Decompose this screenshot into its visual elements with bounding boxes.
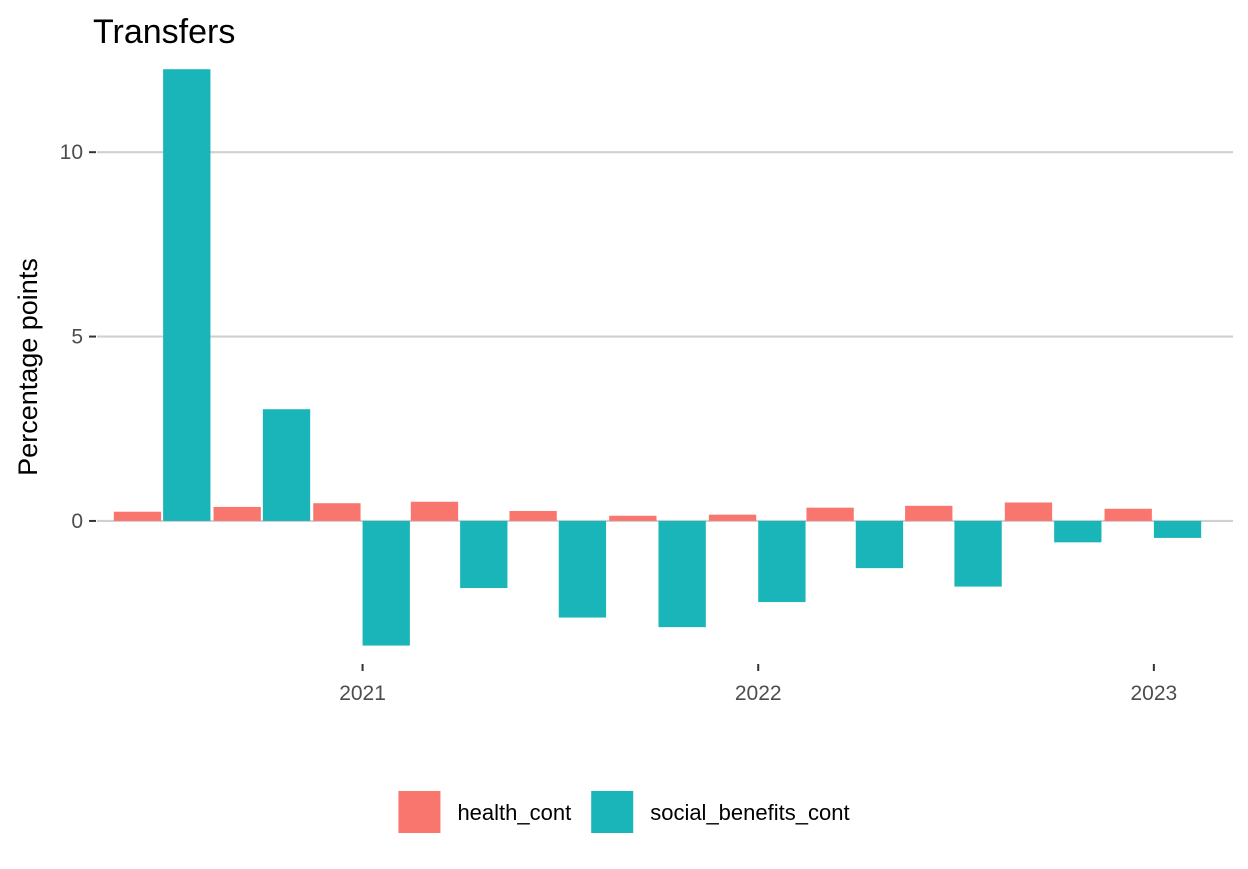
legend-swatch-social_benefits_cont [591,791,634,833]
bar-social_benefits_cont [262,409,311,521]
x-tick-label: 2021 [339,682,386,705]
axis-layer: 0 5 10 2021 2022 2023 [60,141,1178,705]
bar-social_benefits_cont [855,520,904,569]
bar-health_cont [410,501,459,521]
bar-health_cont [905,505,953,521]
bar-health_cont [1004,502,1053,521]
bar-health_cont [708,514,757,521]
legend-swatch-health_cont [398,791,441,833]
bar-health_cont [1104,508,1152,521]
bar-social_benefits_cont [558,520,607,618]
x-tick-label: 2023 [1131,682,1178,705]
bar-social_benefits_cont [758,520,806,603]
y-tick-label: 5 [71,326,83,349]
y-tick-label: 0 [71,510,83,533]
bar-social_benefits_cont [1054,520,1102,543]
bar-health_cont [609,515,657,521]
bar-social_benefits_cont [163,69,211,521]
bar-social_benefits_cont [1153,520,1202,538]
bar-social_benefits_cont [954,520,1002,587]
bar-health_cont [509,510,557,521]
bar-health_cont [806,507,854,521]
x-tick-label: 2022 [735,682,782,705]
y-axis-title: Percentage points [13,258,43,476]
legend-label: health_cont [457,800,571,825]
y-tick-label: 10 [60,141,83,164]
legend-label: social_benefits_cont [650,800,849,825]
bar-social_benefits_cont [658,520,706,628]
bar-health_cont [313,503,361,521]
bar-layer [113,69,1202,646]
legend: health_cont social_benefits_cont [398,791,850,833]
bar-health_cont [113,511,162,521]
bar-social_benefits_cont [460,520,508,589]
bar-social_benefits_cont [362,520,410,646]
chart-title: Transfers [93,13,235,51]
bar-health_cont [213,506,261,521]
